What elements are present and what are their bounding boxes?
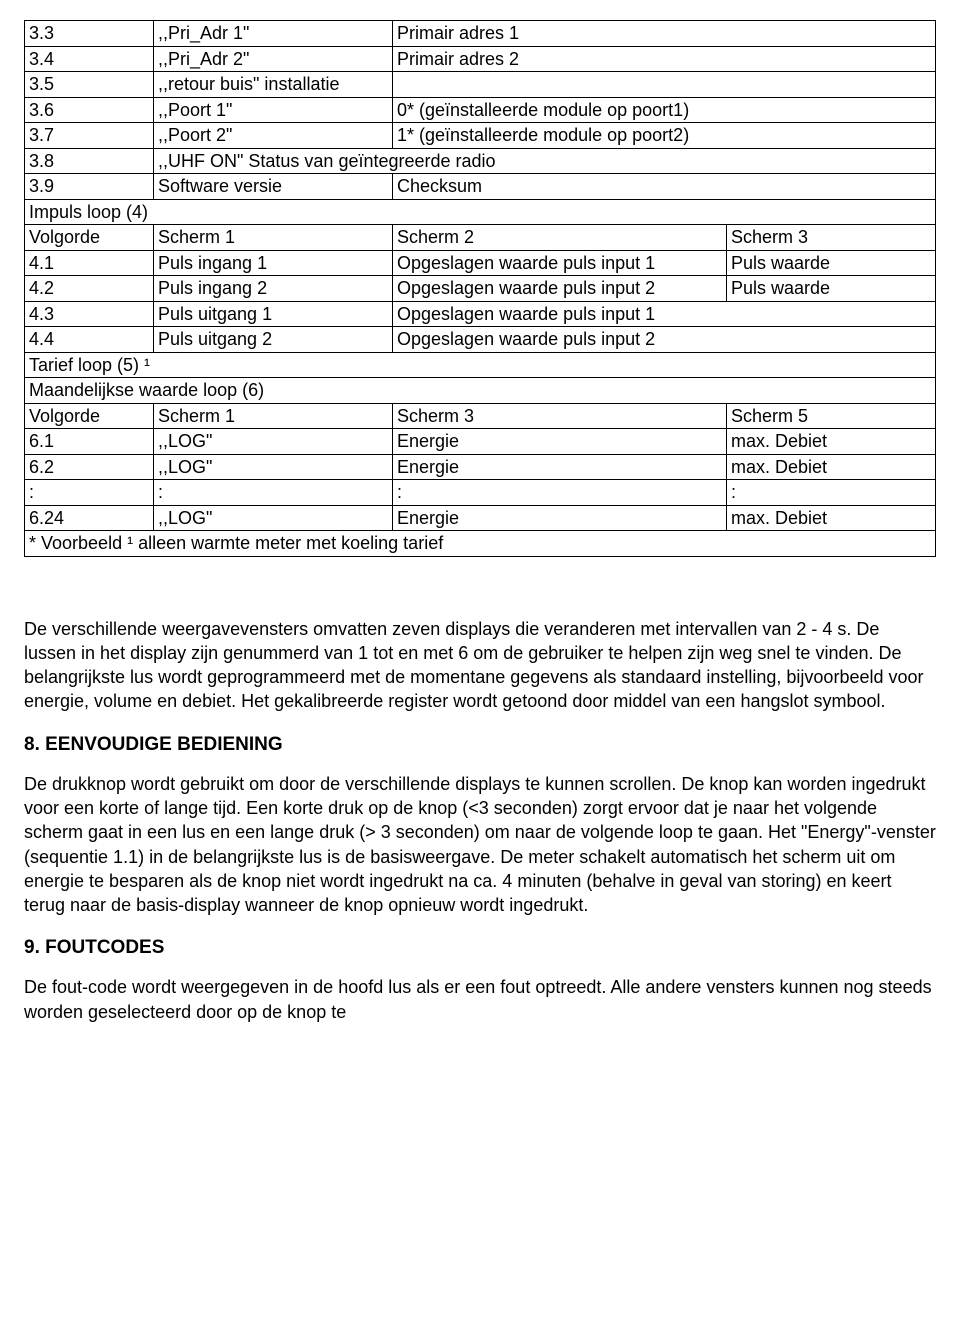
table-row: Impuls loop (4) xyxy=(25,199,936,225)
table-row: 3.9Software versieChecksum xyxy=(25,174,936,200)
paragraph-2: De drukknop wordt gebruikt om door de ve… xyxy=(24,772,936,918)
table-cell: * Voorbeeld ¹ alleen warmte meter met ko… xyxy=(25,531,936,557)
table-cell: 4.4 xyxy=(25,327,154,353)
table-cell: Puls uitgang 2 xyxy=(154,327,393,353)
table-row: 6.1,,LOG"Energiemax. Debiet xyxy=(25,429,936,455)
table-cell: Opgeslagen waarde puls input 1 xyxy=(393,301,936,327)
table-cell: 6.24 xyxy=(25,505,154,531)
table-cell: 0* (geïnstalleerde module op poort1) xyxy=(393,97,936,123)
table-row: 4.4Puls uitgang 2Opgeslagen waarde puls … xyxy=(25,327,936,353)
table-row: 3.5,,retour buis" installatie xyxy=(25,72,936,98)
table-cell: Puls ingang 2 xyxy=(154,276,393,302)
table-row: 4.2Puls ingang 2Opgeslagen waarde puls i… xyxy=(25,276,936,302)
table-row: 3.7,,Poort 2"1* (geïnstalleerde module o… xyxy=(25,123,936,149)
table-cell: Puls waarde xyxy=(727,276,936,302)
table-cell: Scherm 3 xyxy=(393,403,727,429)
table-cell: 4.2 xyxy=(25,276,154,302)
table-cell: ,,Poort 1" xyxy=(154,97,393,123)
table-cell: ,,UHF ON" Status van geïntegreerde radio xyxy=(154,148,936,174)
table-row: Maandelijkse waarde loop (6) xyxy=(25,378,936,404)
table-row: VolgordeScherm 1Scherm 2Scherm 3 xyxy=(25,225,936,251)
table-row: 4.1Puls ingang 1Opgeslagen waarde puls i… xyxy=(25,250,936,276)
table-cell: ,,Poort 2" xyxy=(154,123,393,149)
table-cell: 3.5 xyxy=(25,72,154,98)
paragraph-3: De fout-code wordt weergegeven in de hoo… xyxy=(24,975,936,1024)
table-cell: 6.1 xyxy=(25,429,154,455)
table-cell: Maandelijkse waarde loop (6) xyxy=(25,378,936,404)
loop-table: 3.3,,Pri_Adr 1"Primair adres 13.4,,Pri_A… xyxy=(24,20,936,557)
table-cell: Puls uitgang 1 xyxy=(154,301,393,327)
table-row: 6.2,,LOG"Energiemax. Debiet xyxy=(25,454,936,480)
table-cell: Checksum xyxy=(393,174,936,200)
table-row: 3.4,,Pri_Adr 2"Primair adres 2 xyxy=(25,46,936,72)
table-cell: Energie xyxy=(393,505,727,531)
table-row: * Voorbeeld ¹ alleen warmte meter met ko… xyxy=(25,531,936,557)
table-cell: 1* (geïnstalleerde module op poort2) xyxy=(393,123,936,149)
table-cell: max. Debiet xyxy=(727,429,936,455)
heading-8: 8. EENVOUDIGE BEDIENING xyxy=(24,734,936,756)
table-row: 6.24,,LOG"Energiemax. Debiet xyxy=(25,505,936,531)
table-cell: Opgeslagen waarde puls input 2 xyxy=(393,276,727,302)
table-row: VolgordeScherm 1Scherm 3Scherm 5 xyxy=(25,403,936,429)
table-cell: ,,LOG" xyxy=(154,454,393,480)
table-cell: Tarief loop (5) ¹ xyxy=(25,352,936,378)
table-cell: 4.3 xyxy=(25,301,154,327)
table-cell: 3.9 xyxy=(25,174,154,200)
table-cell: : xyxy=(154,480,393,506)
table-cell: Puls waarde xyxy=(727,250,936,276)
table-cell: Scherm 3 xyxy=(727,225,936,251)
table-cell: Energie xyxy=(393,454,727,480)
table-row: Tarief loop (5) ¹ xyxy=(25,352,936,378)
table-cell: Impuls loop (4) xyxy=(25,199,936,225)
table-cell: : xyxy=(727,480,936,506)
paragraph-1: De verschillende weergavevensters omvatt… xyxy=(24,617,936,714)
table-cell: 3.4 xyxy=(25,46,154,72)
table-row: 3.8,,UHF ON" Status van geïntegreerde ra… xyxy=(25,148,936,174)
table-cell: ,,retour buis" installatie xyxy=(154,72,393,98)
table-cell: 6.2 xyxy=(25,454,154,480)
table-cell: Volgorde xyxy=(25,225,154,251)
table-cell: Scherm 1 xyxy=(154,403,393,429)
table-cell: Puls ingang 1 xyxy=(154,250,393,276)
table-cell xyxy=(393,72,936,98)
table-cell: Primair adres 2 xyxy=(393,46,936,72)
table-row: 3.3,,Pri_Adr 1"Primair adres 1 xyxy=(25,21,936,47)
table-cell: Software versie xyxy=(154,174,393,200)
table-row: :::: xyxy=(25,480,936,506)
table-cell: Energie xyxy=(393,429,727,455)
table-cell: max. Debiet xyxy=(727,454,936,480)
table-cell: 3.6 xyxy=(25,97,154,123)
table-cell: 4.1 xyxy=(25,250,154,276)
table-cell: Opgeslagen waarde puls input 1 xyxy=(393,250,727,276)
table-cell: : xyxy=(25,480,154,506)
table-cell: Primair adres 1 xyxy=(393,21,936,47)
table-cell: ,,Pri_Adr 1" xyxy=(154,21,393,47)
table-cell: ,,Pri_Adr 2" xyxy=(154,46,393,72)
table-cell: Scherm 2 xyxy=(393,225,727,251)
table-row: 3.6,,Poort 1"0* (geïnstalleerde module o… xyxy=(25,97,936,123)
table-cell: max. Debiet xyxy=(727,505,936,531)
table-cell: ,,LOG" xyxy=(154,505,393,531)
table-cell: 3.7 xyxy=(25,123,154,149)
table-cell: Opgeslagen waarde puls input 2 xyxy=(393,327,936,353)
table-cell: Scherm 5 xyxy=(727,403,936,429)
table-cell: 3.8 xyxy=(25,148,154,174)
table-cell: : xyxy=(393,480,727,506)
table-cell: ,,LOG" xyxy=(154,429,393,455)
heading-9: 9. FOUTCODES xyxy=(24,937,936,959)
table-cell: 3.3 xyxy=(25,21,154,47)
table-row: 4.3Puls uitgang 1Opgeslagen waarde puls … xyxy=(25,301,936,327)
table-cell: Volgorde xyxy=(25,403,154,429)
table-cell: Scherm 1 xyxy=(154,225,393,251)
